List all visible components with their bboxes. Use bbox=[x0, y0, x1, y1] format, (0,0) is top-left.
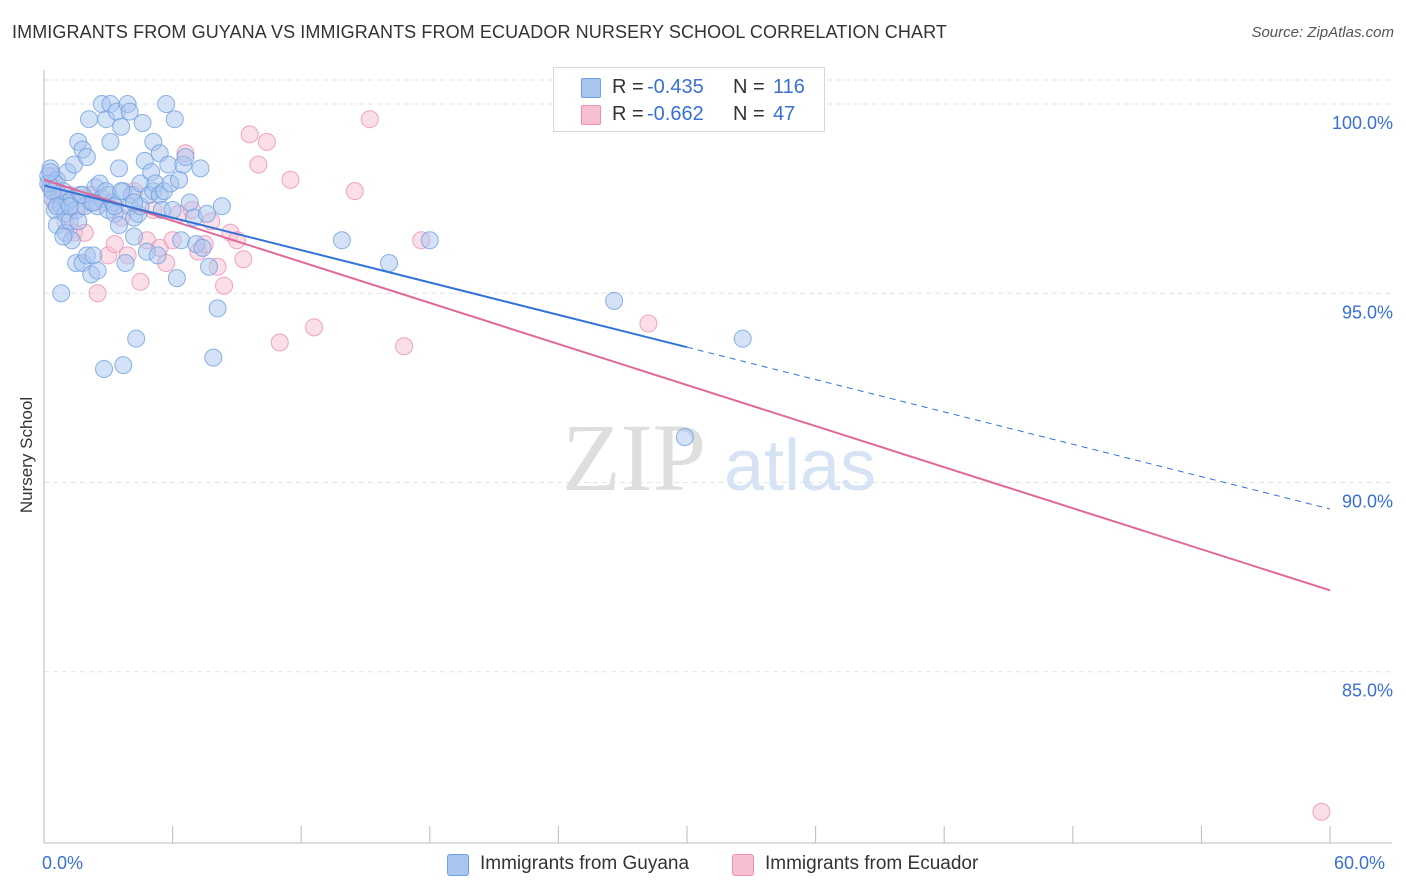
point-ecuador bbox=[249, 155, 268, 174]
point-ecuador bbox=[240, 125, 259, 144]
point-ecuador bbox=[234, 250, 253, 269]
point-ecuador bbox=[639, 314, 658, 333]
point-ecuador bbox=[360, 110, 379, 129]
point-ecuador bbox=[131, 272, 150, 291]
axes bbox=[43, 70, 1392, 844]
point-guyana bbox=[60, 197, 79, 216]
point-guyana bbox=[204, 348, 223, 367]
point-ecuador bbox=[305, 318, 324, 337]
point-guyana bbox=[167, 269, 186, 288]
bottom-legend-swatch-ecuador bbox=[732, 854, 754, 876]
point-ecuador bbox=[88, 284, 107, 303]
legend: R = -0.435 N = 116 R = -0.662 N = 47 bbox=[553, 67, 825, 132]
point-guyana bbox=[148, 246, 167, 265]
trend-guyana-dashed bbox=[686, 346, 1331, 510]
point-guyana bbox=[200, 257, 219, 276]
point-ecuador bbox=[1312, 802, 1331, 821]
legend-n-value-guyana: 116 bbox=[773, 76, 805, 98]
point-guyana bbox=[110, 216, 129, 235]
legend-row-ecuador: R = -0.662 N = 47 bbox=[554, 100, 824, 128]
point-guyana bbox=[675, 428, 694, 447]
point-guyana bbox=[127, 329, 146, 348]
point-guyana bbox=[170, 170, 189, 189]
point-guyana bbox=[110, 159, 129, 178]
legend-n-label: N = bbox=[733, 103, 765, 125]
point-guyana bbox=[212, 197, 231, 216]
point-guyana bbox=[172, 231, 191, 250]
watermark-atlas: atlas bbox=[724, 426, 876, 506]
point-guyana bbox=[101, 132, 120, 151]
point-guyana bbox=[133, 113, 152, 132]
point-guyana bbox=[191, 159, 210, 178]
legend-r-value-ecuador: -0.662 bbox=[647, 103, 704, 125]
point-ecuador bbox=[215, 276, 234, 295]
point-guyana bbox=[176, 148, 195, 167]
point-guyana bbox=[193, 238, 212, 257]
point-guyana bbox=[180, 193, 199, 212]
point-ecuador bbox=[345, 182, 364, 201]
point-guyana bbox=[733, 329, 752, 348]
point-guyana bbox=[69, 212, 88, 231]
x-tick-min: 0.0% bbox=[42, 853, 84, 873]
trend-guyana-solid bbox=[43, 184, 688, 349]
point-guyana bbox=[380, 254, 399, 272]
point-guyana bbox=[114, 356, 133, 375]
point-guyana bbox=[112, 182, 131, 201]
source-credit: Source: ZipAtlas.com bbox=[1251, 24, 1394, 41]
point-guyana bbox=[95, 359, 114, 378]
y-tick-label: 85.0% bbox=[1342, 681, 1393, 701]
legend-row-guyana: R = -0.435 N = 116 bbox=[554, 73, 824, 101]
point-guyana bbox=[125, 227, 144, 246]
point-guyana bbox=[420, 231, 439, 250]
legend-swatch-ecuador bbox=[581, 105, 601, 125]
legend-n-value-ecuador: 47 bbox=[773, 103, 796, 125]
legend-r-label: R = bbox=[612, 103, 644, 125]
point-guyana bbox=[77, 148, 96, 167]
point-guyana bbox=[112, 117, 131, 136]
point-guyana bbox=[41, 163, 60, 182]
x-tick-max: 60.0% bbox=[1334, 853, 1386, 873]
point-ecuador bbox=[257, 132, 276, 151]
point-guyana bbox=[116, 254, 135, 272]
point-guyana bbox=[54, 227, 73, 246]
bottom-legend-swatch-guyana bbox=[447, 854, 469, 876]
gridlines: 100.0% 95.0% 90.0% 85.0% bbox=[44, 79, 1393, 701]
y-tick-label: 100.0% bbox=[1332, 113, 1393, 133]
point-guyana bbox=[157, 95, 176, 114]
trend-ecuador-solid bbox=[43, 178, 1331, 592]
legend-r-value-guyana: -0.435 bbox=[647, 76, 704, 98]
point-guyana bbox=[332, 231, 351, 250]
point-ecuador bbox=[281, 170, 300, 189]
point-guyana bbox=[197, 204, 216, 223]
point-ecuador bbox=[395, 337, 414, 356]
point-guyana bbox=[605, 291, 624, 310]
point-guyana bbox=[88, 261, 107, 280]
watermark-zip: ZIP bbox=[562, 404, 706, 511]
point-ecuador bbox=[105, 235, 124, 254]
point-guyana bbox=[165, 110, 184, 129]
point-guyana bbox=[80, 110, 99, 129]
point-guyana bbox=[120, 102, 139, 121]
y-tick-label: 95.0% bbox=[1342, 302, 1393, 322]
legend-r-label: R = bbox=[612, 76, 644, 98]
y-tick-label: 90.0% bbox=[1342, 491, 1393, 511]
point-guyana bbox=[159, 155, 178, 174]
bottom-legend-label-guyana: Immigrants from Guyana bbox=[480, 853, 690, 874]
trend-lines bbox=[43, 178, 1331, 592]
legend-n-label: N = bbox=[733, 76, 765, 98]
point-ecuador bbox=[270, 333, 289, 352]
bottom-legend-label-ecuador: Immigrants from Ecuador bbox=[765, 853, 979, 874]
point-guyana bbox=[52, 284, 71, 303]
point-guyana bbox=[208, 299, 227, 318]
series-guyana-points bbox=[39, 95, 752, 447]
point-guyana bbox=[84, 246, 103, 265]
legend-swatch-guyana bbox=[581, 78, 601, 98]
chart-title: IMMIGRANTS FROM GUYANA VS IMMIGRANTS FRO… bbox=[12, 22, 947, 42]
